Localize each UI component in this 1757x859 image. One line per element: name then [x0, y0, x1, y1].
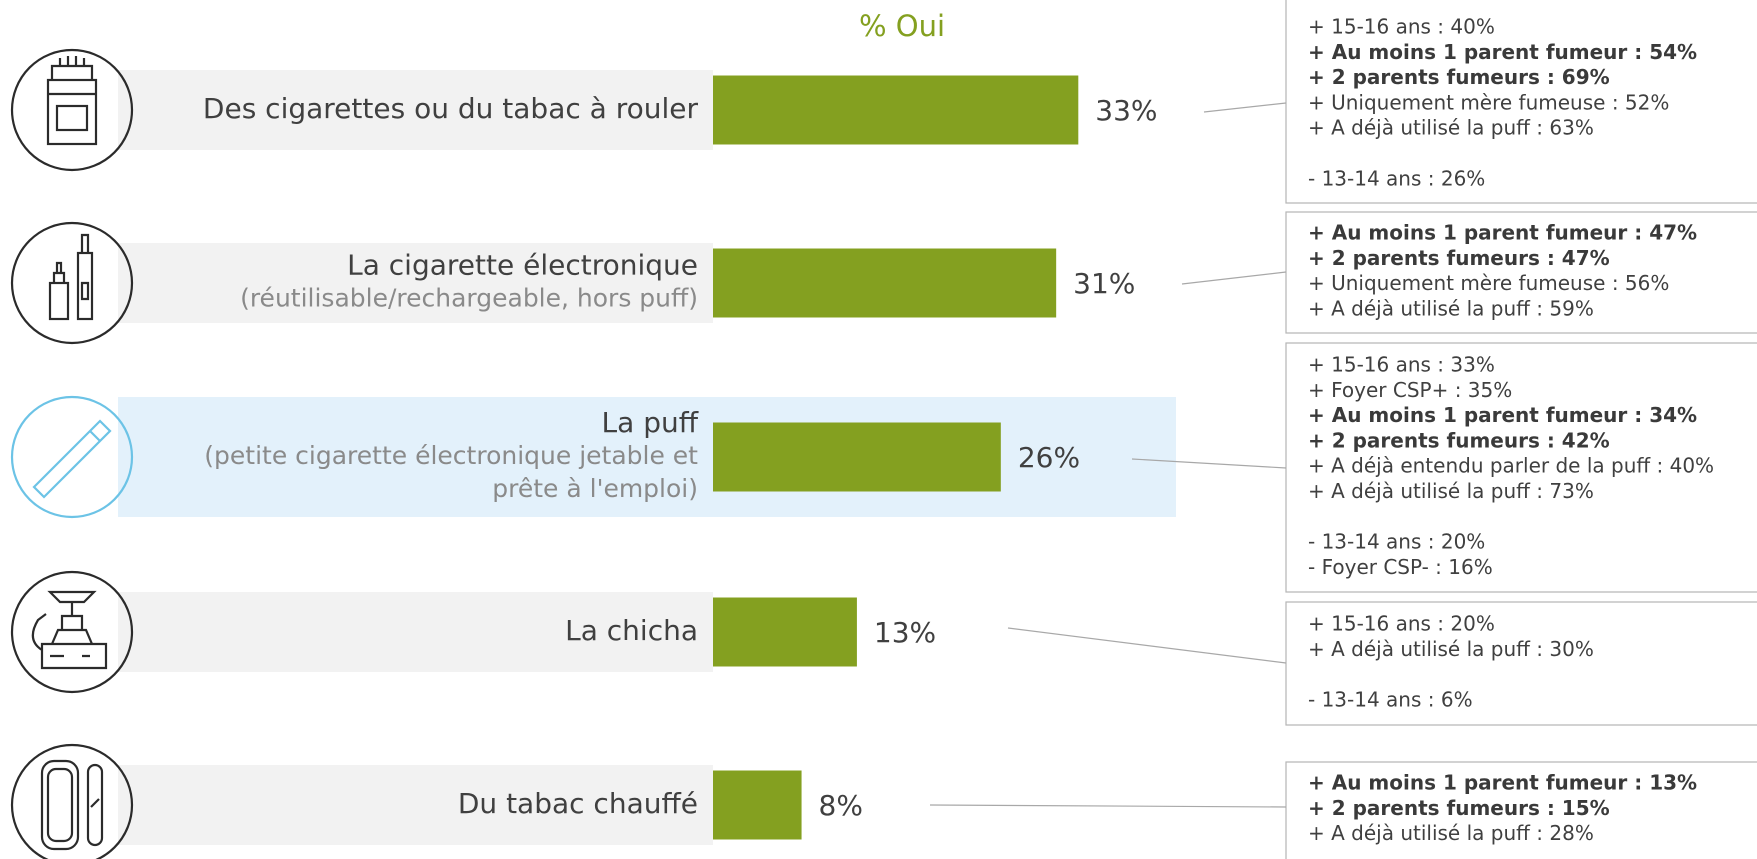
category-label: La puff	[602, 406, 699, 439]
connector	[1007, 627, 1287, 664]
value-label: 8%	[819, 789, 863, 822]
detail-line: + Uniquement mère fumeuse : 52%	[1308, 90, 1669, 114]
icons	[10, 48, 134, 859]
detail-line: + Uniquement mère fumeuse : 56%	[1308, 271, 1669, 295]
connector	[1131, 458, 1287, 469]
label-band	[118, 592, 713, 672]
category-label: La chicha	[565, 614, 698, 647]
connector	[929, 804, 1287, 808]
category-label: La cigarette électronique	[347, 249, 698, 282]
detail-line: + Foyer CSP+ : 35%	[1308, 378, 1512, 402]
detail-line: - 13-14 ans : 20%	[1308, 530, 1485, 554]
detail-line: + A déjà utilisé la puff : 73%	[1308, 479, 1594, 503]
detail-line: - Foyer CSP- : 16%	[1308, 555, 1493, 579]
detail-line: + A déjà utilisé la puff : 59%	[1308, 296, 1594, 320]
detail-line: + 2 parents fumeurs : 69%	[1308, 65, 1610, 89]
detail-box	[1285, 601, 1757, 726]
connector	[1203, 102, 1287, 113]
detail-line: + Au moins 1 parent fumeur : 34%	[1308, 403, 1697, 427]
connector	[1181, 271, 1287, 285]
detail-box	[1285, 342, 1757, 593]
value-label: 33%	[1095, 94, 1157, 127]
icon-cigarettes	[10, 48, 134, 172]
detail-line: + Au moins 1 parent fumeur : 47%	[1308, 221, 1697, 245]
bar	[713, 770, 802, 840]
chart-title: % Oui	[859, 9, 945, 43]
bar	[713, 248, 1057, 318]
detail-line: - 13-14 ans : 6%	[1308, 687, 1473, 711]
value-label: 13%	[874, 616, 936, 649]
detail-line: + Au moins 1 parent fumeur : 54%	[1308, 40, 1697, 64]
category-sublabel: (petite cigarette électronique jetable e…	[204, 441, 698, 470]
detail-line: + 15-16 ans : 33%	[1308, 353, 1495, 377]
value-label: 26%	[1018, 441, 1080, 474]
bar	[713, 597, 857, 667]
category-label: Du tabac chauffé	[458, 787, 698, 820]
category-sublabel: (réutilisable/rechargeable, hors puff)	[240, 284, 698, 313]
icon-heated-tobacco	[10, 743, 134, 859]
detail-line: + A déjà utilisé la puff : 63%	[1308, 116, 1594, 140]
bar	[713, 422, 1001, 492]
category-label: Des cigarettes ou du tabac à rouler	[203, 92, 699, 125]
detail-line: + 2 parents fumeurs : 15%	[1308, 796, 1610, 820]
detail-line: + 2 parents fumeurs : 42%	[1308, 428, 1610, 452]
label-band	[118, 70, 713, 150]
detail-box	[1285, 0, 1757, 204]
category-sublabel: prête à l'emploi)	[492, 474, 698, 503]
detail-line: + A déjà utilisé la puff : 28%	[1308, 821, 1594, 845]
icon-puff	[10, 395, 134, 519]
label-band	[118, 765, 713, 845]
detail-line: + 15-16 ans : 20%	[1308, 612, 1495, 636]
label-band	[118, 243, 713, 323]
detail-box	[1285, 761, 1757, 859]
detail-line: + 15-16 ans : 40%	[1308, 15, 1495, 39]
icon-chicha	[10, 570, 134, 694]
value-label: 31%	[1073, 267, 1135, 300]
detail-line: + 2 parents fumeurs : 47%	[1308, 246, 1610, 270]
detail-line: + A déjà entendu parler de la puff : 40%	[1308, 454, 1714, 478]
icon-ecig	[10, 221, 134, 345]
detail-line: - 13-14 ans : 26%	[1308, 166, 1485, 190]
bar	[713, 75, 1079, 145]
detail-line: + Au moins 1 parent fumeur : 13%	[1308, 771, 1697, 795]
detail-line: + A déjà utilisé la puff : 30%	[1308, 637, 1594, 661]
